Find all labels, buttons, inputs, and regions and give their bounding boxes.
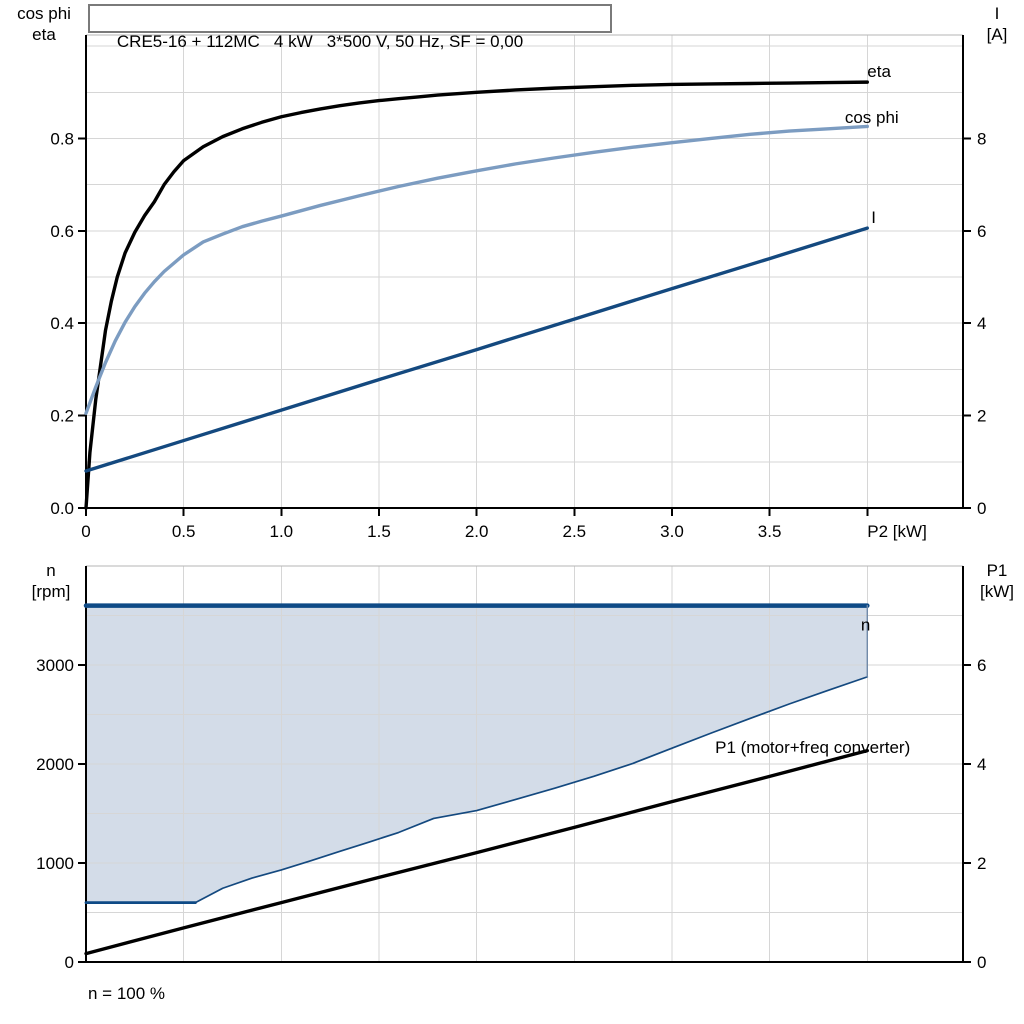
x-tick-label: 0.5: [172, 522, 196, 541]
y-left-tick-label: 1000: [36, 854, 74, 873]
axis-label-p1: P1: [986, 561, 1008, 580]
x-tick-label: 1.5: [367, 522, 391, 541]
y-right-tick-label: 6: [977, 222, 986, 241]
top-left-axis-unit: cos phi eta: [8, 3, 80, 45]
curve-label: P1 (motor+freq converter): [715, 738, 910, 757]
y-left-tick-label: 2000: [36, 755, 74, 774]
top-chart: 0 0.5 1.0 1.5 2.0 2.5 3.0 3.5 0.0 0.2 0.4 0.6 0.8 0 2 4…: [50, 34, 986, 541]
x-tick-label: 0: [81, 522, 90, 541]
chart-title-box: CRE5-16 + 112MC 4 kW 3*500 V, 50 Hz, SF …: [88, 4, 612, 51]
top-right-axis-unit: I [A]: [974, 3, 1020, 45]
y-right-tick-label: 4: [977, 314, 986, 333]
y-right-tick-label: 0: [977, 499, 986, 518]
y-left-tick-label: 0.2: [50, 407, 74, 426]
axis-label-speed: n: [46, 561, 56, 580]
y-right-tick-label: 0: [977, 953, 986, 972]
y-left-tick-label: 3000: [36, 656, 74, 675]
speed-footnote: n = 100 %: [88, 984, 166, 1003]
axis-label-current-unit: [A]: [986, 25, 1008, 44]
series-cos-phi: [84, 124, 869, 416]
y-left-tick-label: 0: [65, 953, 74, 972]
y-left-tick-label: 0.6: [50, 222, 74, 241]
y-right-tick-label: 2: [977, 407, 986, 426]
axis-label-eta: eta: [32, 25, 56, 44]
axis-label-current: I: [994, 4, 1000, 23]
y-left-tick-label: 0.8: [50, 129, 74, 148]
x-axis-title: P2 [kW]: [867, 522, 927, 541]
series-n-curve: [194, 676, 869, 904]
y-left-tick-label: 0.4: [50, 314, 74, 333]
x-tick-label: 3.5: [758, 522, 782, 541]
y-right-tick-label: 6: [977, 656, 986, 675]
bottom-chart: 0 1000 2000 3000 0 2 4 6 n P1 (motor+freq convert…: [36, 565, 986, 972]
y-left-tick-label: 0.0: [50, 499, 74, 518]
axis-label-speed-unit: [rpm]: [31, 582, 71, 601]
curve-label: cos phi: [845, 108, 899, 127]
x-tick-label: 1.0: [270, 522, 294, 541]
chart-title: CRE5-16 + 112MC 4 kW 3*500 V, 50 Hz, SF …: [116, 32, 524, 51]
bottom-left-axis-unit: n [rpm]: [22, 560, 80, 602]
curve-label: I: [871, 208, 876, 227]
curve-label: eta: [867, 62, 891, 81]
series-eta: [84, 80, 869, 510]
x-tick-label: 2.0: [465, 522, 489, 541]
series-i: [84, 226, 869, 473]
curve-label: n: [861, 615, 870, 634]
series-p1: [84, 748, 869, 956]
x-tick-label: 3.0: [660, 522, 684, 541]
axis-label-cos-phi: cos phi: [17, 4, 71, 23]
y-right-tick-label: 4: [977, 755, 986, 774]
y-right-tick-label: 2: [977, 854, 986, 873]
y-right-tick-label: 8: [977, 129, 986, 148]
axis-label-p1-unit: [kW]: [980, 582, 1014, 601]
x-tick-label: 2.5: [562, 522, 586, 541]
bottom-right-axis-unit: P1 [kW]: [972, 560, 1022, 602]
